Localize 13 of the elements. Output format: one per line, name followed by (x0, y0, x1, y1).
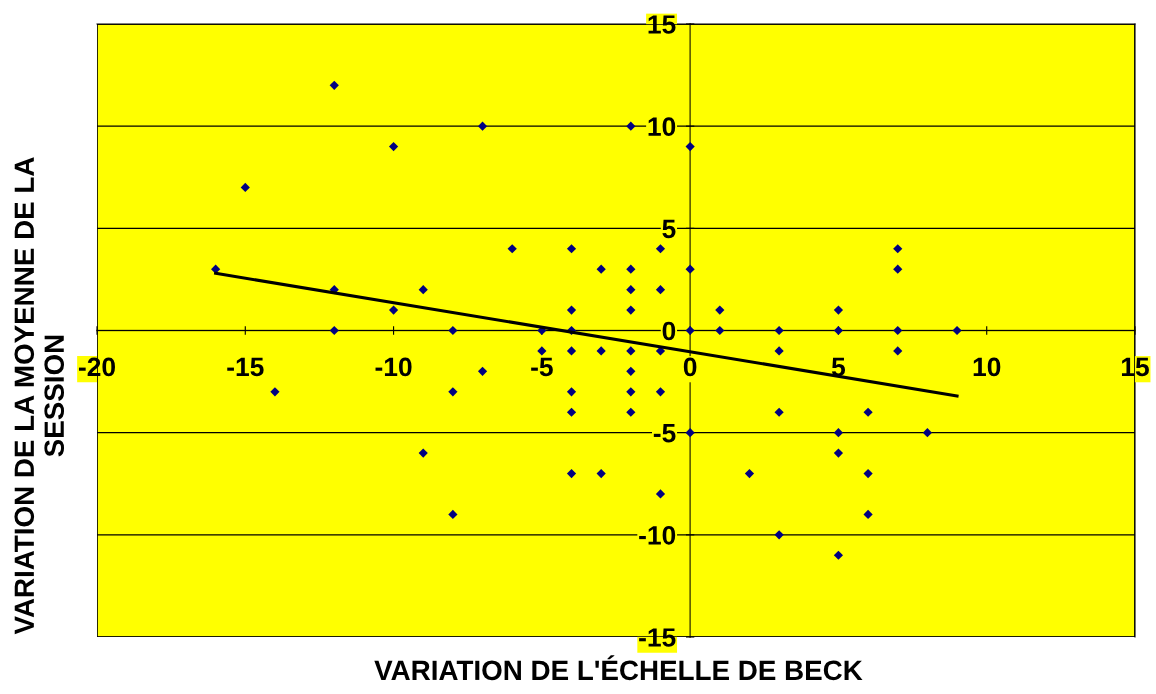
x-axis-title: VARIATION DE L'ÉCHELLE DE BECK (374, 655, 863, 681)
y-tick-label: -10 (639, 525, 676, 545)
x-tick-label: -15 (227, 357, 264, 377)
x-tick-label: -10 (375, 357, 412, 377)
x-tick-label: 10 (973, 357, 1001, 377)
x-tick-label: 0 (683, 357, 697, 377)
y-tick-label: 10 (648, 117, 676, 136)
x-tick-label: -5 (531, 357, 553, 377)
y-tick-label: 0 (662, 321, 676, 341)
y-tick-label: 5 (662, 219, 676, 239)
y-tick-label: -5 (653, 424, 676, 443)
x-tick-label: 5 (831, 357, 846, 377)
y-axis-title: VARIATION DE LA MOYENNE DE LA SESSION (14, 157, 65, 635)
